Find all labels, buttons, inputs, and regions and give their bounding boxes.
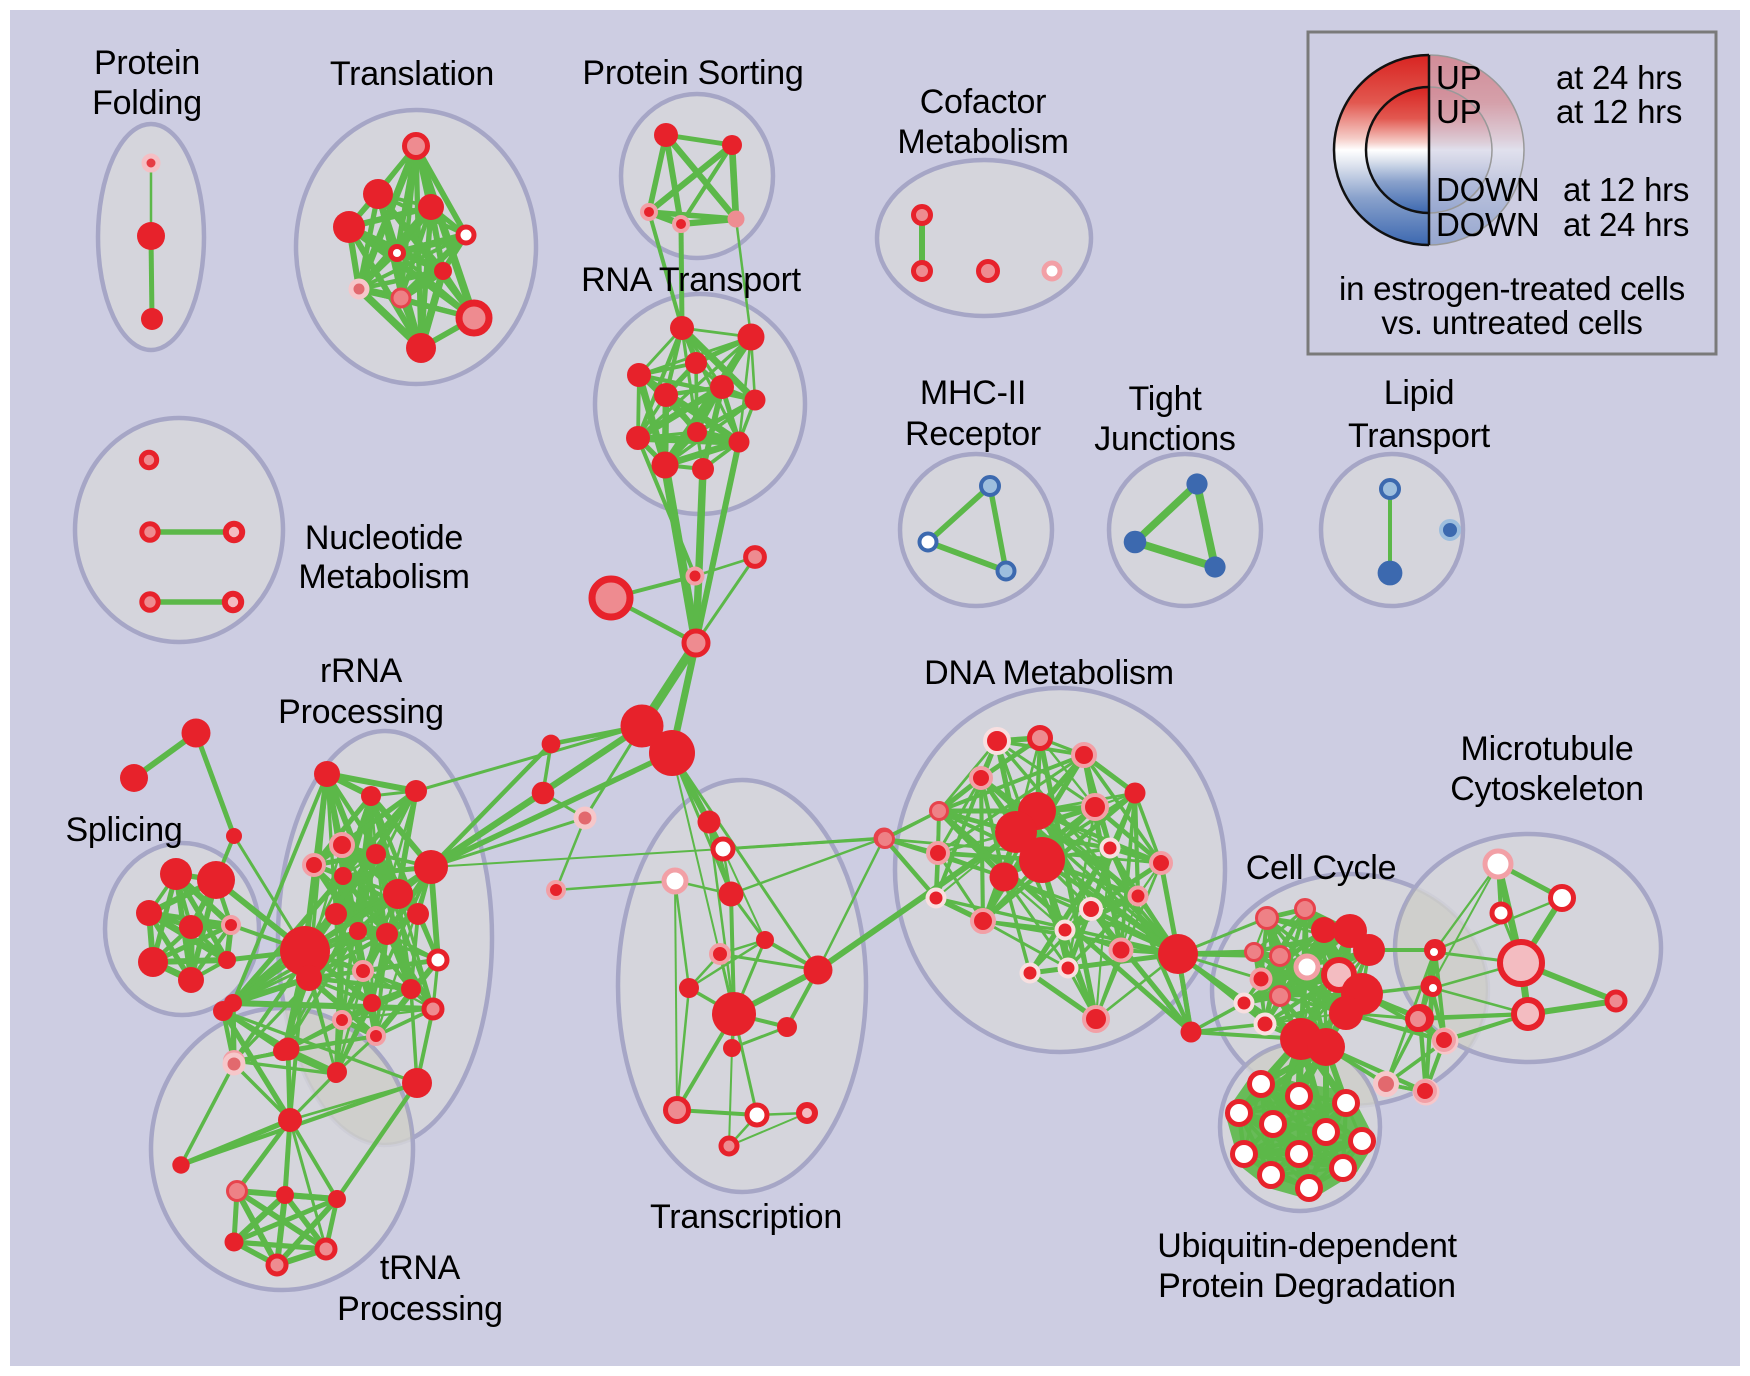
svg-text:Lipid: Lipid: [1384, 374, 1455, 412]
svg-text:MHC-II: MHC-II: [920, 374, 1026, 412]
svg-text:DNA Metabolism: DNA Metabolism: [924, 654, 1174, 692]
svg-text:Protein Degradation: Protein Degradation: [1158, 1267, 1456, 1305]
svg-text:tRNA: tRNA: [380, 1249, 461, 1287]
svg-text:Cell Cycle: Cell Cycle: [1246, 849, 1397, 887]
svg-text:vs. untreated cells: vs. untreated cells: [1381, 304, 1642, 341]
svg-text:Cofactor: Cofactor: [920, 83, 1047, 121]
svg-text:Cytoskeleton: Cytoskeleton: [1450, 770, 1644, 808]
svg-text:Translation: Translation: [330, 55, 494, 93]
svg-text:UP: UP: [1436, 59, 1481, 96]
svg-text:Junctions: Junctions: [1094, 420, 1235, 458]
svg-text:RNA Transport: RNA Transport: [581, 261, 802, 299]
svg-text:DOWN: DOWN: [1436, 171, 1539, 208]
svg-text:Metabolism: Metabolism: [298, 558, 469, 596]
svg-text:at 12 hrs: at 12 hrs: [1556, 93, 1682, 130]
svg-text:Microtubule: Microtubule: [1461, 730, 1634, 768]
svg-text:Splicing: Splicing: [65, 811, 182, 849]
svg-text:Transport: Transport: [1348, 417, 1491, 455]
svg-text:at 24 hrs: at 24 hrs: [1556, 59, 1682, 96]
svg-text:Nucleotide: Nucleotide: [305, 519, 463, 557]
svg-text:rRNA: rRNA: [320, 652, 403, 690]
svg-text:Processing: Processing: [337, 1290, 503, 1328]
svg-text:at 12 hrs: at 12 hrs: [1563, 171, 1689, 208]
svg-text:Tight: Tight: [1128, 380, 1202, 418]
svg-text:Transcription: Transcription: [650, 1198, 842, 1236]
svg-text:Receptor: Receptor: [905, 415, 1041, 453]
svg-text:UP: UP: [1436, 93, 1481, 130]
svg-text:Ubiquitin-dependent: Ubiquitin-dependent: [1157, 1227, 1457, 1265]
svg-text:Metabolism: Metabolism: [897, 123, 1068, 161]
svg-text:Folding: Folding: [92, 84, 202, 122]
svg-text:in estrogen-treated cells: in estrogen-treated cells: [1339, 270, 1685, 307]
svg-text:Processing: Processing: [278, 693, 444, 731]
svg-text:Protein Sorting: Protein Sorting: [582, 54, 803, 92]
svg-text:Protein: Protein: [94, 44, 200, 82]
svg-text:DOWN: DOWN: [1436, 206, 1539, 243]
svg-text:at 24 hrs: at 24 hrs: [1563, 206, 1689, 243]
